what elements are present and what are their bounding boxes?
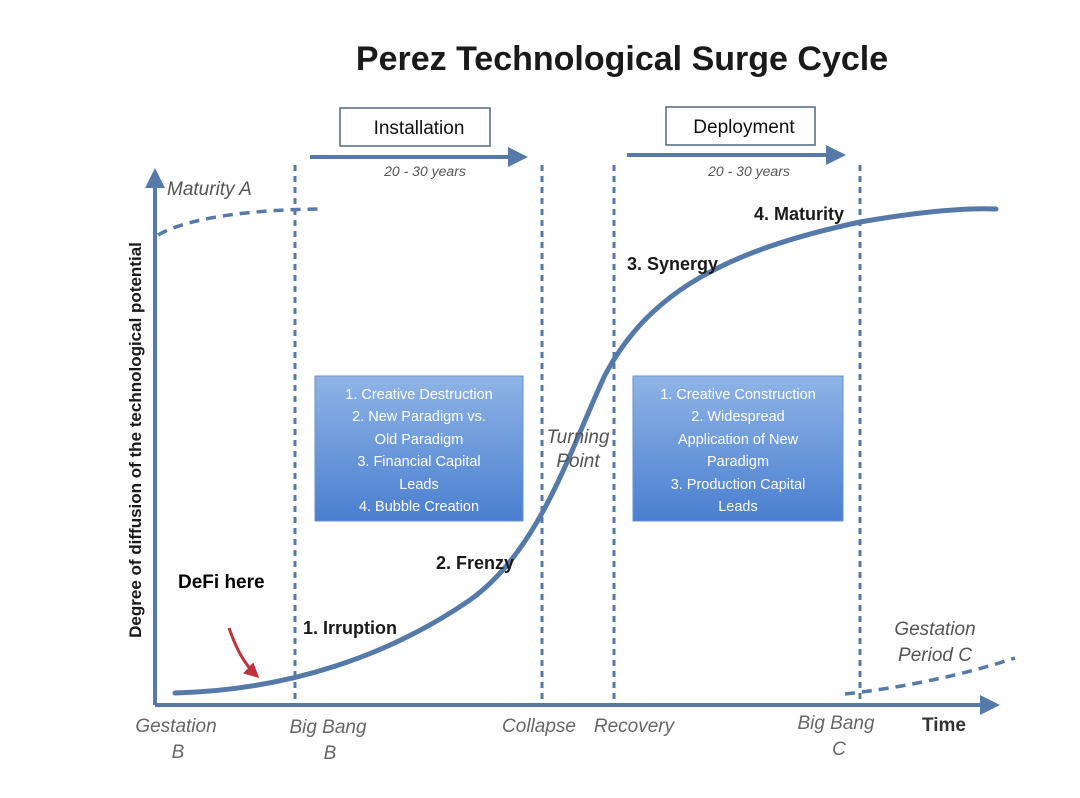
deployment-item-3a: 3. Production Capital — [671, 477, 806, 493]
defi-arrow — [227, 627, 260, 679]
defi-annotation: DeFi here — [178, 572, 265, 593]
tick-gestation-b-line1: Gestation — [135, 716, 216, 737]
installation-item-2b: Old Paradigm — [375, 432, 464, 448]
installation-item-2a: 2. New Paradigm vs. — [352, 409, 486, 425]
tick-big-bang-c-line2: C — [832, 739, 846, 760]
stage-synergy: 3. Synergy — [627, 254, 718, 274]
deployment-item-1: 1. Creative Construction — [660, 387, 816, 403]
turning-point-line2: Point — [556, 451, 600, 472]
deployment-item-3b: Leads — [718, 499, 758, 515]
installation-label: Installation — [374, 118, 465, 139]
deployment-item-2a: 2. Widespread — [691, 409, 785, 425]
tick-big-bang-b-line2: B — [324, 743, 337, 764]
installation-item-3a: 3. Financial Capital — [357, 454, 480, 470]
y-axis-label: Degree of diffusion of the technological… — [126, 242, 145, 638]
installation-item-1: 1. Creative Destruction — [345, 387, 492, 403]
deployment-item-2b: Application of New — [678, 432, 799, 448]
installation-item-3b: Leads — [399, 477, 439, 493]
installation-duration: 20 - 30 years — [383, 163, 466, 179]
tick-recovery: Recovery — [594, 716, 676, 737]
installation-box — [339, 107, 491, 147]
installation-characteristics-box — [314, 375, 524, 522]
x-axis-label: Time — [922, 715, 966, 736]
tick-big-bang-c-line1: Big Bang — [797, 713, 875, 734]
tick-gestation-b-line2: B — [172, 742, 185, 763]
s-curve — [172, 206, 999, 696]
gestation-period-c-line2: Period C — [898, 645, 972, 666]
turning-point-line1: Turning — [546, 427, 609, 448]
maturity-a-label: Maturity A — [167, 179, 252, 200]
stage-maturity: 4. Maturity — [754, 204, 844, 224]
installation-item-4: 4. Bubble Creation — [359, 499, 479, 515]
stage-frenzy: 2. Frenzy — [436, 553, 514, 573]
gestation-period-c-line1: Gestation — [894, 619, 975, 640]
tick-big-bang-b-line1: Big Bang — [289, 717, 367, 738]
deployment-duration: 20 - 30 years — [707, 163, 790, 179]
deployment-characteristics-box — [632, 375, 844, 522]
maturity-a-curve — [157, 207, 321, 237]
gestation-c-curve — [844, 656, 1016, 696]
stage-irruption: 1. Irruption — [303, 618, 397, 638]
deployment-box — [665, 106, 816, 146]
deployment-item-2c: Paradigm — [707, 454, 769, 470]
diagram-title: Perez Technological Surge Cycle — [356, 40, 888, 78]
deployment-label: Deployment — [693, 117, 795, 138]
tick-collapse: Collapse — [502, 716, 576, 737]
